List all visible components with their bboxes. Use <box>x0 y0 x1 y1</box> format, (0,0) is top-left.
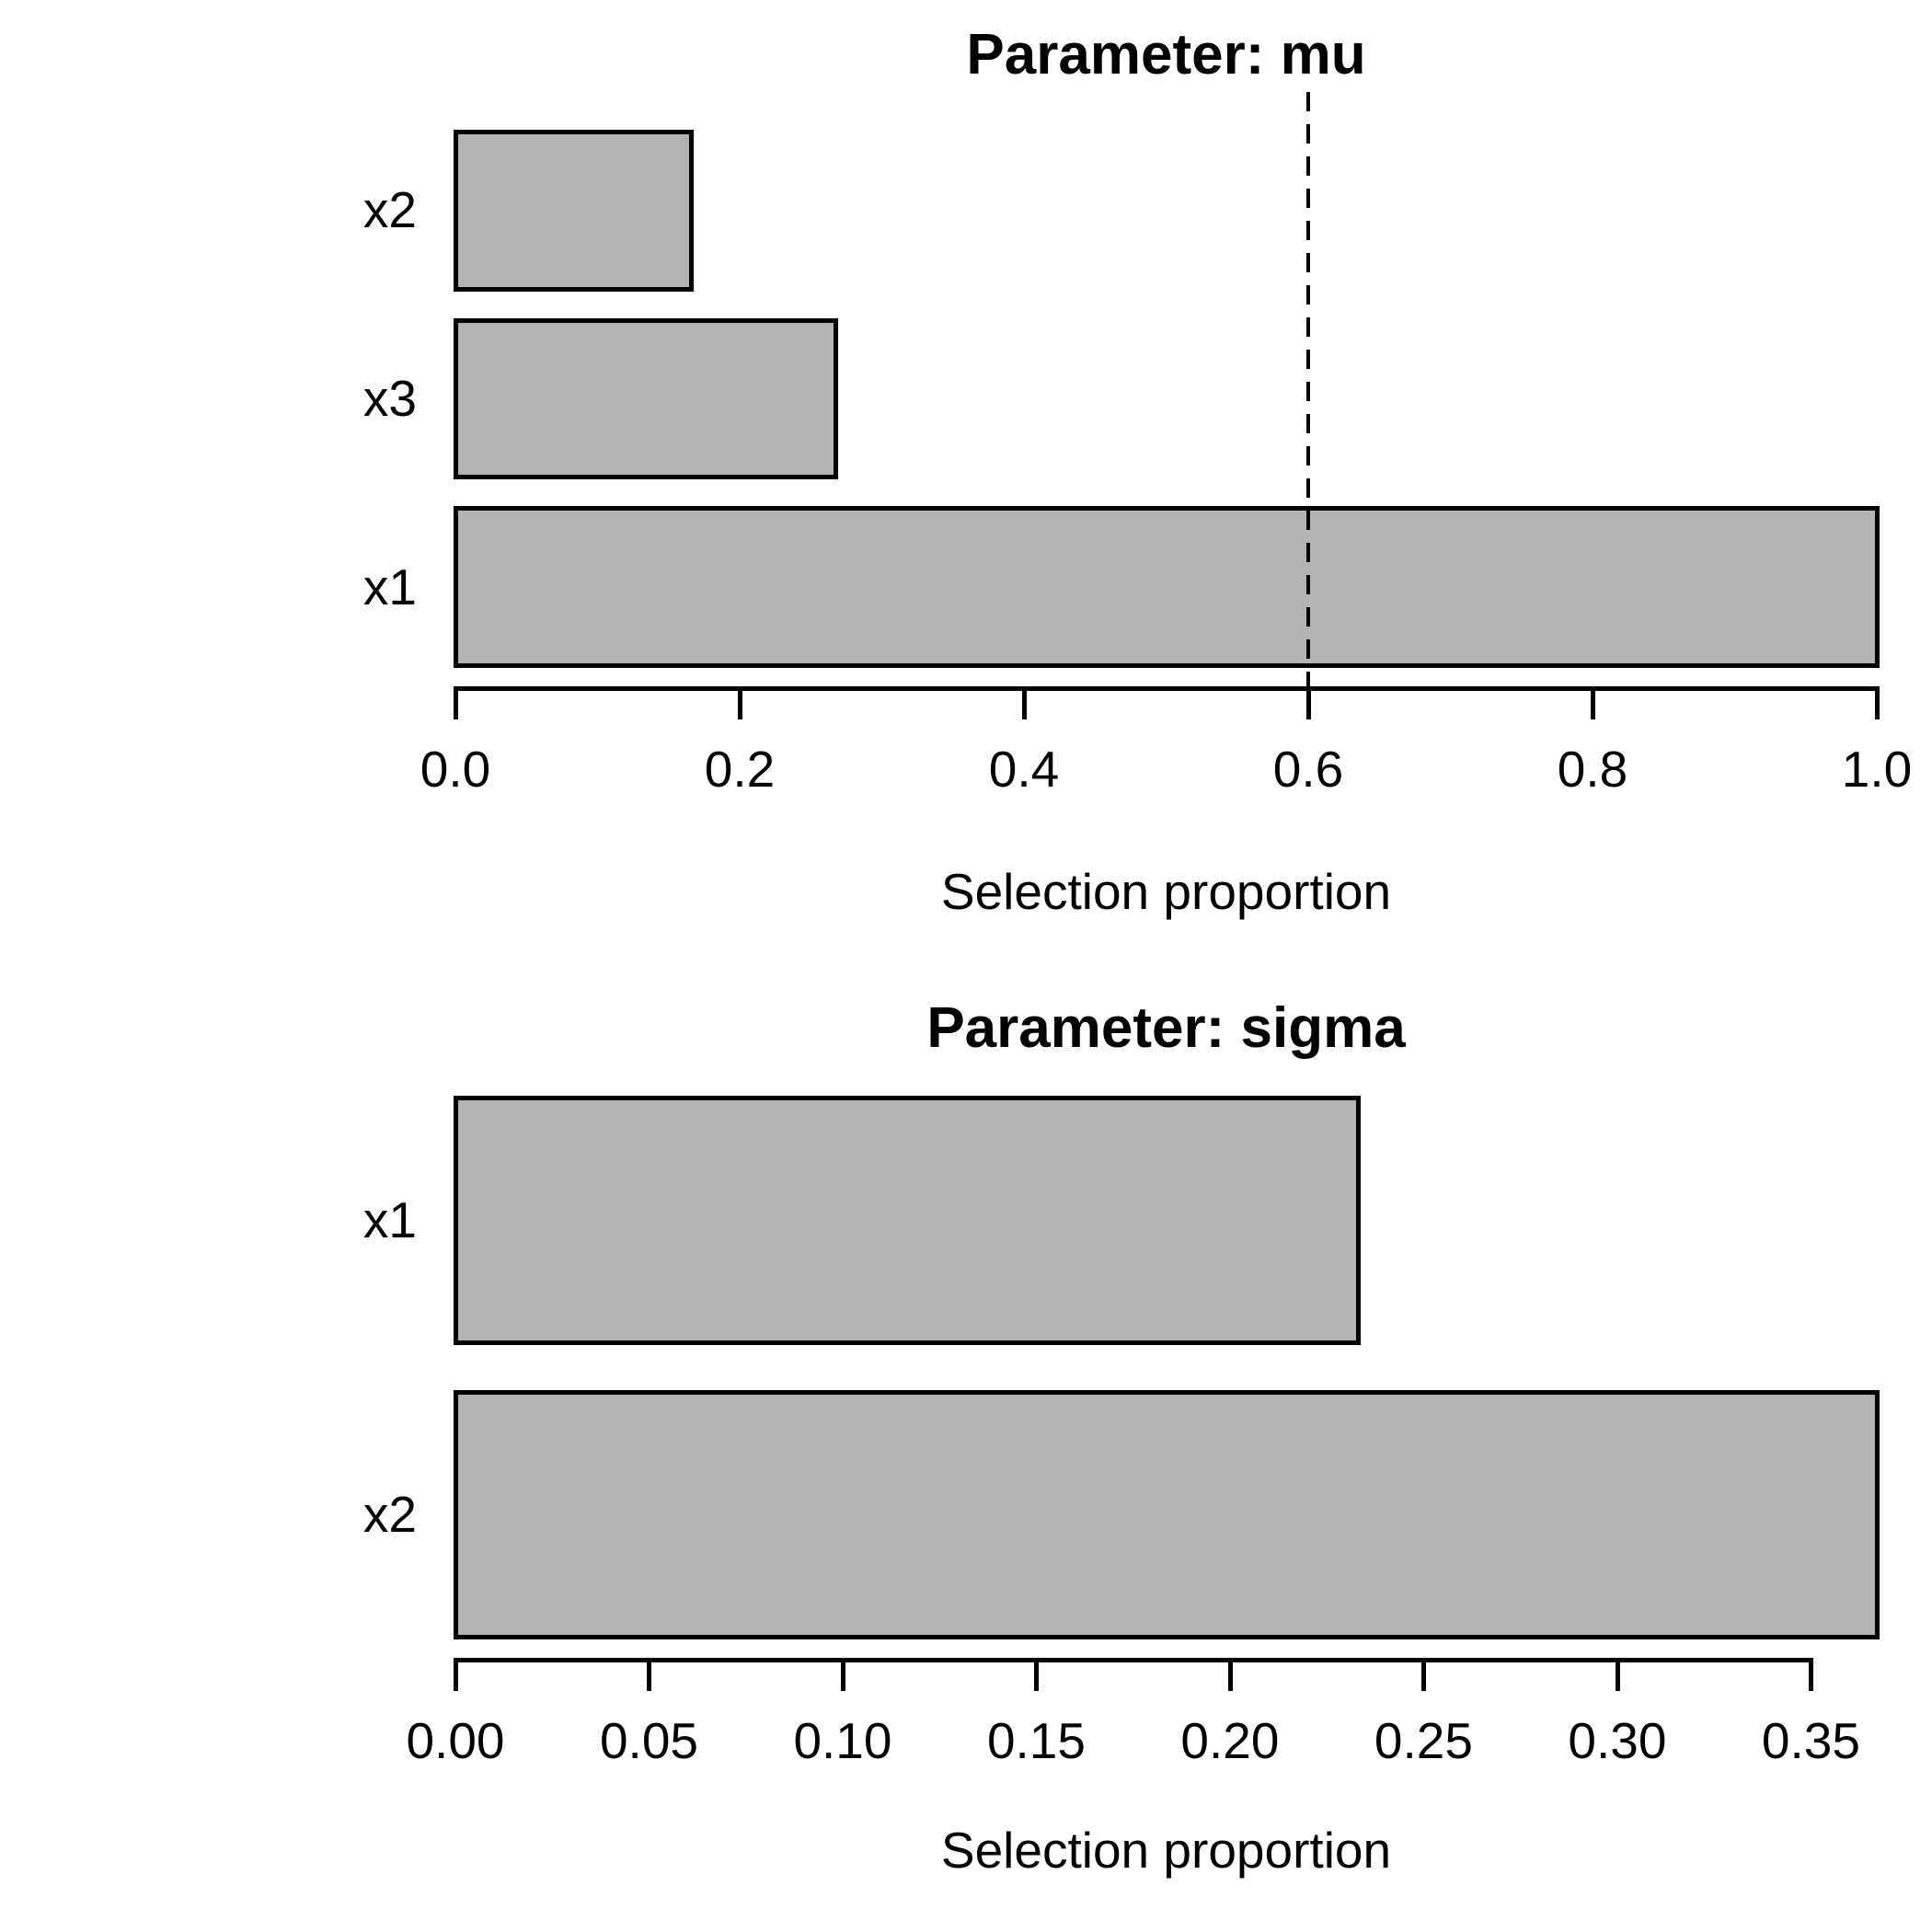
x-axis-tick-label: 0.0 <box>420 741 491 798</box>
x-axis-tick-label: 0.8 <box>1557 741 1628 798</box>
category-label-x3: x3 <box>362 370 417 427</box>
x-axis-tick-label: 0.15 <box>986 1712 1086 1769</box>
x-axis-tick <box>1615 1660 1620 1691</box>
x-axis-line <box>454 1658 1814 1662</box>
x-axis-tick <box>1421 1660 1427 1691</box>
mu-chart-title: Parameter: mu <box>966 23 1366 86</box>
x-axis-tick-label: 0.6 <box>1272 741 1344 798</box>
x-axis-tick <box>1809 1660 1814 1691</box>
x-axis-tick <box>1034 1660 1040 1691</box>
bar-x1 <box>454 506 1880 668</box>
bar-x2 <box>454 1389 1880 1639</box>
x-axis-tick-label: 0.05 <box>599 1712 698 1769</box>
x-axis-tick <box>738 688 742 719</box>
x-axis-tick-label: 0.30 <box>1568 1712 1667 1769</box>
mu-chart-x-axis-label: Selection proportion <box>940 863 1392 920</box>
category-label-x2: x2 <box>362 181 417 239</box>
threshold-line <box>1306 92 1310 688</box>
x-axis-tick <box>647 1660 652 1691</box>
x-axis-tick <box>1875 688 1880 719</box>
bar-x2 <box>454 130 695 292</box>
bar-x1 <box>454 1096 1361 1346</box>
x-axis-tick <box>840 1660 845 1691</box>
x-axis-tick <box>454 1660 458 1691</box>
sigma-chart-title: Parameter: sigma <box>926 996 1406 1060</box>
sigma-chart-x-axis-label: Selection proportion <box>940 1822 1392 1879</box>
x-axis-tick-label: 0.10 <box>793 1712 892 1769</box>
category-label-x1: x1 <box>362 558 417 615</box>
x-axis-tick-label: 0.20 <box>1180 1712 1280 1769</box>
x-axis-tick <box>1227 1660 1233 1691</box>
x-axis-tick <box>454 688 458 719</box>
x-axis-tick-label: 0.00 <box>406 1712 505 1769</box>
x-axis-tick <box>1591 688 1595 719</box>
x-axis-line <box>454 686 1880 691</box>
x-axis-tick-label: 1.0 <box>1841 741 1913 798</box>
bar-x3 <box>454 317 838 480</box>
category-label-x2: x2 <box>362 1485 417 1543</box>
category-label-x1: x1 <box>362 1191 417 1249</box>
x-axis-tick-label: 0.25 <box>1374 1712 1473 1769</box>
x-axis-tick <box>1306 688 1311 719</box>
x-axis-tick-label: 0.2 <box>704 741 776 798</box>
x-axis-tick <box>1022 688 1027 719</box>
x-axis-tick-label: 0.35 <box>1761 1712 1860 1769</box>
x-axis-tick-label: 0.4 <box>988 741 1060 798</box>
